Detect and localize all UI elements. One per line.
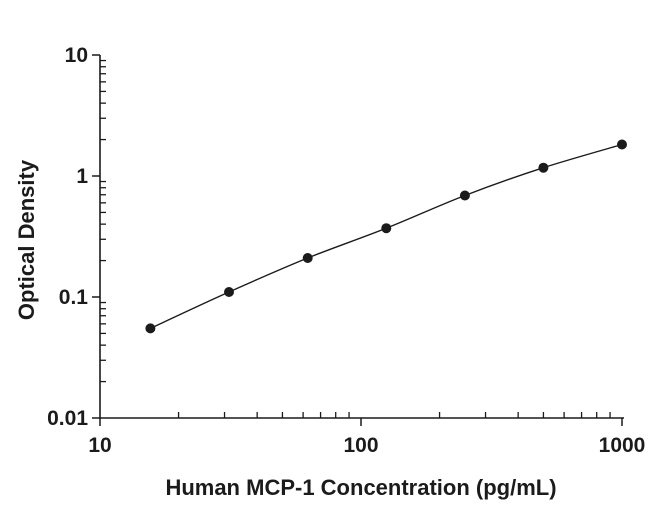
y-tick-label: 0.1 bbox=[59, 286, 89, 309]
data-point-marker bbox=[224, 287, 234, 297]
x-axis-title: Human MCP-1 Concentration (pg/mL) bbox=[165, 475, 557, 500]
data-point-marker bbox=[381, 223, 392, 234]
y-axis-title: Optical Density bbox=[14, 159, 39, 321]
y-tick-label: 1 bbox=[76, 165, 88, 188]
data-point-marker bbox=[302, 253, 313, 263]
x-tick-label: 1000 bbox=[599, 434, 646, 457]
data-point-marker bbox=[538, 162, 549, 173]
y-tick-label: 0.01 bbox=[47, 407, 88, 430]
x-tick-label: 100 bbox=[343, 434, 378, 457]
standard-curve-line bbox=[150, 143, 623, 330]
data-point-marker bbox=[617, 139, 627, 150]
x-tick-label: 10 bbox=[88, 434, 111, 457]
data-point-marker bbox=[145, 323, 156, 334]
y-tick-label: 10 bbox=[65, 44, 88, 67]
data-point-marker bbox=[459, 190, 470, 201]
